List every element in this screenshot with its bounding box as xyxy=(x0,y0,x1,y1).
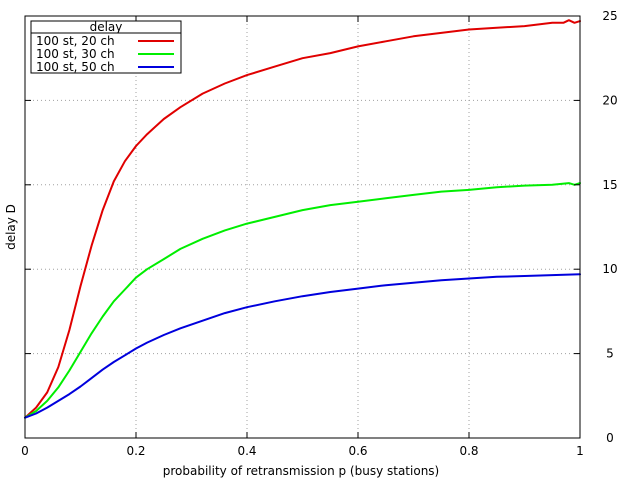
legend-label-3: 100 st, 50 ch xyxy=(36,60,115,74)
y-tick-label: 0 xyxy=(606,431,614,445)
axis-ticks xyxy=(24,15,581,439)
x-tick-label: 0.4 xyxy=(237,444,256,458)
grid xyxy=(25,16,580,438)
series-line-2 xyxy=(24,182,581,419)
legend-label-1: 100 st, 20 ch xyxy=(36,34,115,48)
x-tick-label: 0.8 xyxy=(459,444,478,458)
x-tick-label: 0.2 xyxy=(126,444,145,458)
x-tick-labels: 0 0.2 0.4 0.6 0.8 1 xyxy=(21,444,584,458)
y-tick-label: 5 xyxy=(606,347,614,361)
y-tick-label: 10 xyxy=(602,262,617,276)
x-tick-label: 0 xyxy=(21,444,29,458)
series-line-1 xyxy=(24,19,581,419)
x-tick-label: 0.6 xyxy=(348,444,367,458)
y-tick-label: 25 xyxy=(602,9,617,23)
series-line-3 xyxy=(24,273,581,419)
legend-title: delay xyxy=(90,20,123,34)
y-axis-label: delay D xyxy=(4,204,18,250)
y-tick-label: 20 xyxy=(602,93,617,107)
y-tick-label: 15 xyxy=(602,178,617,192)
y-tick-labels: 0 5 10 15 20 25 xyxy=(602,9,617,445)
x-axis-label: probability of retransmission p (busy st… xyxy=(163,464,439,478)
legend-box xyxy=(30,20,182,74)
legend-label-2: 100 st, 30 ch xyxy=(36,47,115,61)
x-tick-label: 1 xyxy=(576,444,584,458)
series-lines xyxy=(24,19,581,419)
plot-frame xyxy=(24,15,581,439)
